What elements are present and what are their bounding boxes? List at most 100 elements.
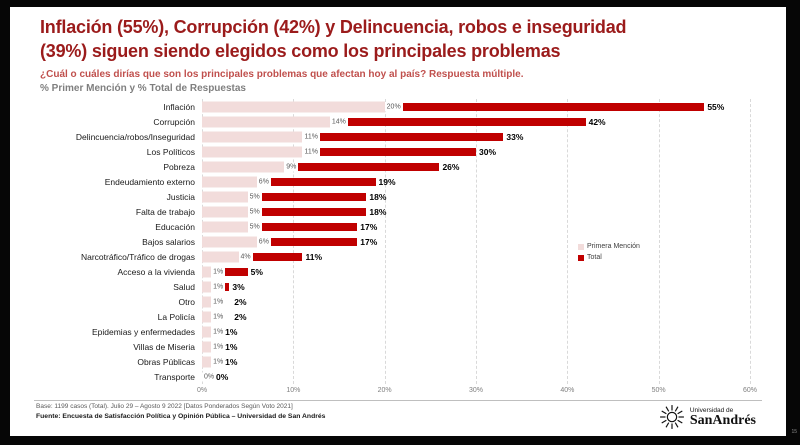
total-value: 42% [588, 116, 606, 127]
total-bar [202, 147, 476, 156]
chart-row: Inflación 20% 55% [30, 99, 750, 114]
total-bar [202, 207, 367, 216]
first-mention-value: 6% [256, 177, 271, 186]
total-value: 5% [250, 266, 263, 277]
row-plot: 1% 1% [202, 339, 750, 354]
total-value: 18% [369, 206, 387, 217]
total-bar [202, 222, 358, 231]
first-mention-bar [202, 101, 385, 112]
chart-row: Obras Públicas 1% 1% [30, 354, 750, 369]
first-mention-value: 5% [247, 222, 262, 231]
total-bar [202, 177, 376, 186]
gridline [658, 99, 660, 384]
legend-label: Primera Mención [587, 243, 640, 250]
total-bar [202, 237, 358, 246]
total-value: 17% [360, 236, 378, 247]
total-bar [202, 192, 367, 201]
x-tick-label: 50% [651, 387, 666, 394]
first-mention-value: 1% [211, 327, 226, 336]
total-value: 30% [479, 146, 497, 157]
first-mention-value: 1% [211, 267, 226, 276]
chart-row: Epidemias y enfermedades 1% 1% [30, 324, 750, 339]
chart-rows: Inflación 20% 55% Corrupción 14% 42% Delincuen… [30, 99, 750, 384]
first-mention-bar [202, 356, 212, 367]
total-value: 1% [225, 341, 238, 352]
first-mention-value: 0% [202, 372, 217, 381]
slide: Inflación (55%), Corrupción (42%) y Deli… [10, 7, 786, 436]
total-value: 55% [707, 101, 725, 112]
gridline [384, 99, 386, 384]
category-label: Villas de Miseria [133, 341, 195, 352]
first-mention-bar [202, 281, 212, 292]
row-plot: 6% 17% [202, 234, 750, 249]
total-bar [202, 162, 440, 171]
x-tick-label: 40% [560, 387, 575, 394]
first-mention-value: 1% [211, 297, 226, 306]
category-label: La Policía [157, 311, 195, 322]
x-tick-label: 20% [377, 387, 392, 394]
first-mention-value: 11% [302, 132, 320, 141]
title-line-2: (39%) siguen siendo elegidos como los pr… [40, 41, 561, 61]
total-value: 18% [369, 191, 387, 202]
first-mention-bar [202, 311, 212, 322]
logo-text: Universidad de SanAndrés [690, 407, 756, 428]
legend-label: Total [587, 254, 602, 261]
legend-swatch [578, 243, 584, 250]
chart-row: Bajos salarios 6% 17% [30, 234, 750, 249]
total-value: 17% [360, 221, 378, 232]
page-number: 15 [791, 429, 797, 435]
gridline [567, 99, 569, 384]
category-label: Falta de trabajo [135, 206, 195, 217]
total-value: 11% [305, 251, 322, 262]
x-tick-label: 0% [196, 387, 208, 394]
first-mention-value: 14% [329, 117, 348, 126]
chart-row: Narcotráfico/Tráfico de drogas 4% 11% [30, 249, 750, 264]
category-label: Otro [178, 296, 195, 307]
bar-chart: Inflación 20% 55% Corrupción 14% 42% Delincuen… [30, 99, 757, 397]
category-label: Pobreza [163, 161, 195, 172]
first-mention-value: 5% [247, 192, 262, 201]
first-mention-bar [202, 176, 257, 187]
first-mention-bar [202, 146, 303, 157]
first-mention-value: 5% [247, 207, 262, 216]
chart-row: La Policía 1% 2% [30, 309, 750, 324]
first-mention-value: 6% [256, 237, 271, 246]
chart-row: Justicia 5% 18% [30, 189, 750, 204]
gridline [476, 99, 477, 384]
legend-item: Total [578, 254, 640, 261]
logo-text-top: Universidad de [689, 406, 734, 414]
footer-base-note: Base: 1199 casos (Total). Julio 29 – Ago… [36, 403, 293, 410]
first-mention-bar [202, 116, 330, 127]
row-plot: 1% 1% [202, 324, 750, 339]
total-value: 0% [216, 371, 229, 382]
gridline [750, 99, 751, 384]
first-mention-value: 20% [384, 102, 403, 111]
row-plot: 11% 30% [202, 144, 750, 159]
row-plot: 0% 0% [202, 369, 750, 384]
category-label: Bajos salarios [142, 236, 195, 247]
row-plot: 1% 1% [202, 354, 750, 369]
total-bar [202, 117, 586, 126]
university-logo: Universidad de SanAndrés [659, 404, 756, 430]
row-plot: 5% 18% [202, 189, 750, 204]
row-plot: 1% 2% [202, 294, 750, 309]
category-label: Salud [173, 281, 195, 292]
row-plot: 6% 19% [202, 174, 750, 189]
row-plot: 5% 17% [202, 219, 750, 234]
category-label: Acceso a la vivienda [117, 266, 196, 277]
category-label: Transporte [154, 371, 195, 382]
category-label: Los Políticos [146, 146, 195, 157]
first-mention-value: 4% [238, 252, 253, 261]
total-value: 33% [506, 131, 524, 142]
row-plot: 9% 26% [202, 159, 750, 174]
row-plot: 1% 3% [202, 279, 750, 294]
first-mention-value: 11% [302, 147, 320, 156]
first-mention-bar [202, 161, 285, 172]
footer-divider [34, 400, 762, 401]
first-mention-value: 9% [284, 162, 299, 171]
x-tick-label: 30% [468, 387, 484, 394]
first-mention-bar [202, 251, 239, 262]
slide-title: Inflación (55%), Corrupción (42%) y Deli… [40, 15, 758, 63]
chart-row: Educación 5% 17% [30, 219, 750, 234]
